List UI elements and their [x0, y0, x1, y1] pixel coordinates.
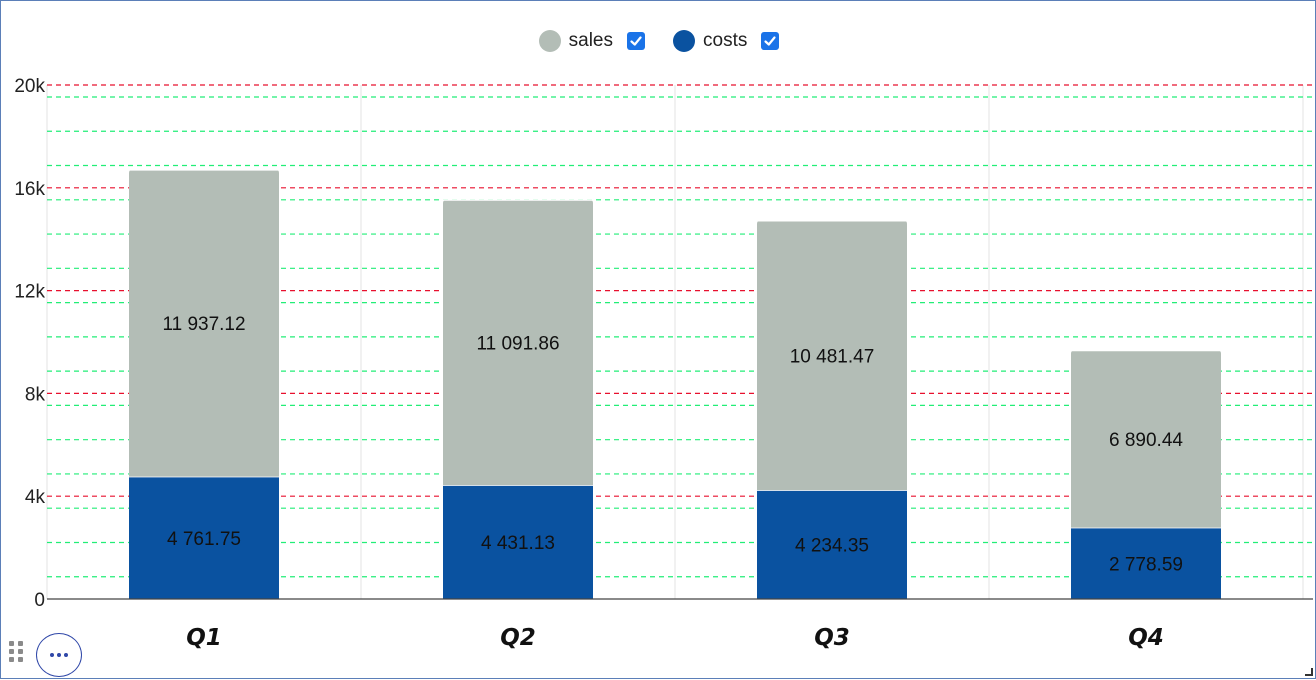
bar-sales-Q2[interactable] [443, 200, 593, 486]
y-tick-label: 0 [34, 590, 45, 611]
more-options-button[interactable] [36, 633, 82, 677]
x-tick-label: Q2 [500, 625, 536, 651]
legend-checkbox-sales[interactable] [627, 32, 645, 50]
data-label: 10 481.47 [790, 346, 875, 367]
data-label: 4 761.75 [167, 529, 241, 550]
data-label: 11 091.86 [476, 334, 559, 355]
bar-sales-Q3[interactable] [757, 220, 907, 491]
checkmark-icon [764, 36, 776, 46]
resize-handle-icon[interactable] [1305, 668, 1313, 676]
bar-sales-Q1[interactable] [129, 169, 279, 477]
legend-item-sales[interactable]: sales [538, 30, 645, 52]
bar-costs-Q3[interactable] [757, 490, 907, 599]
bar-costs-Q1[interactable] [129, 476, 279, 599]
legend-swatch-costs [673, 30, 695, 52]
data-label: 4 431.13 [481, 533, 555, 554]
checkmark-icon [630, 36, 642, 46]
bar-sales-Q4[interactable] [1071, 350, 1221, 528]
x-tick-label: Q3 [814, 625, 850, 651]
x-tick-label: Q4 [1128, 625, 1164, 651]
legend-label-costs: costs [703, 30, 748, 51]
bar-costs-Q2[interactable] [443, 485, 593, 599]
y-tick-label: 8k [25, 384, 46, 405]
legend-item-costs[interactable]: costs [673, 30, 780, 52]
legend-checkbox-costs[interactable] [761, 32, 780, 50]
data-label: 6 890.44 [1109, 430, 1183, 451]
legend-label-sales: sales [568, 30, 613, 51]
bar-costs-Q4[interactable] [1071, 527, 1221, 599]
y-tick-label: 4k [25, 487, 46, 508]
y-tick-label: 16k [14, 179, 45, 200]
legend-swatch-sales [538, 30, 561, 52]
chart-legend: sales costs [1, 30, 1316, 52]
data-label: 11 937.12 [162, 314, 245, 335]
data-label: 4 234.35 [795, 536, 869, 557]
y-tick-label: 20k [14, 76, 45, 97]
data-label: 2 778.59 [1109, 554, 1183, 575]
y-tick-label: 12k [14, 282, 45, 303]
x-tick-label: Q1 [186, 625, 222, 651]
drag-handle-icon[interactable] [9, 641, 23, 663]
